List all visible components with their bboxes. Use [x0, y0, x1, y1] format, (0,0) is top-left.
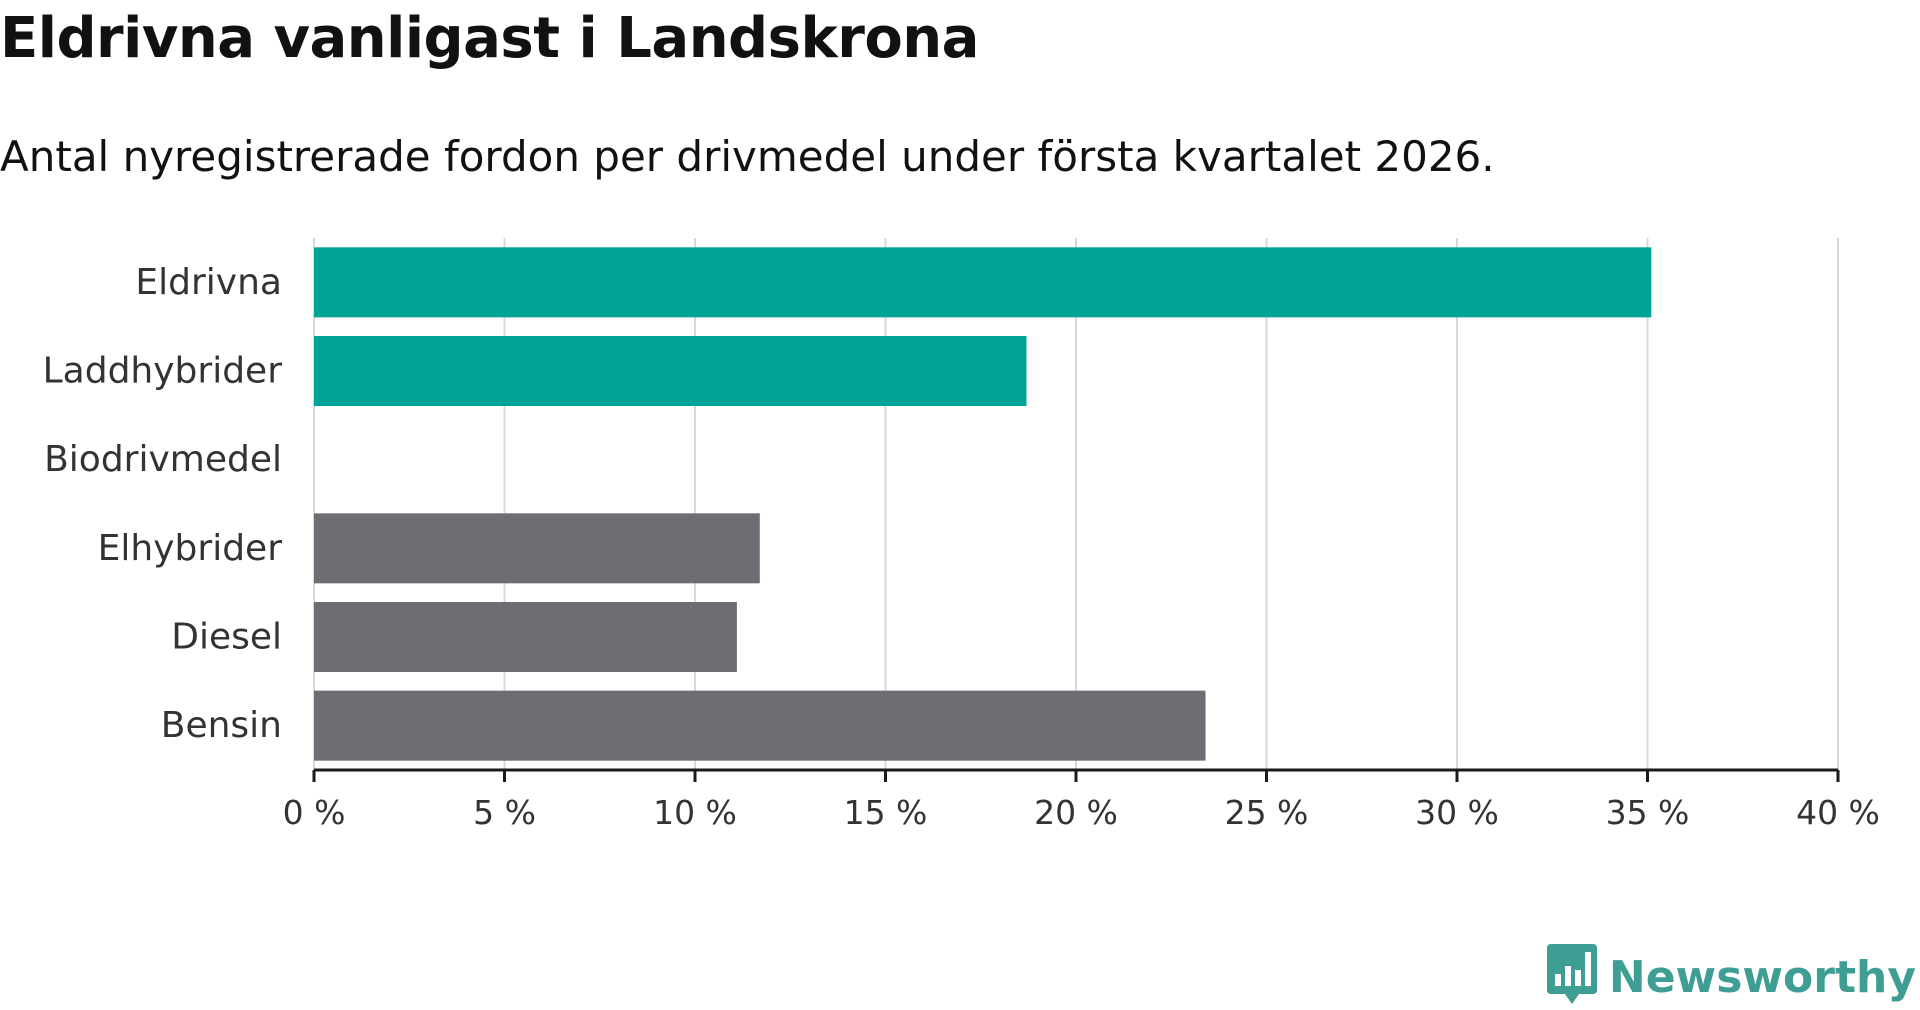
chart-title: Eldrivna vanligast i Landskrona	[0, 6, 979, 71]
bar-bensin	[314, 690, 1206, 761]
newsworthy-logo: Newsworthy	[1546, 944, 1916, 1010]
bar-chart: 0 % 5 % 10 % 15 % 20 % 25 % 30 % 35 % 40 % Eldri…	[43, 238, 1880, 832]
category-label: Biodrivmedel	[44, 439, 282, 480]
x-tick-label: 20 %	[1034, 793, 1118, 832]
x-tick-label: 10 %	[653, 793, 737, 832]
chart-subtitle: Antal nyregistrerade fordon per drivmede…	[0, 132, 1495, 181]
category-label: Bensin	[161, 705, 282, 746]
bars	[314, 247, 1652, 761]
bar-eldrivna	[314, 247, 1652, 318]
x-tick-label: 5 %	[473, 793, 536, 832]
x-tick-label: 35 %	[1606, 793, 1690, 832]
x-axis: 0 % 5 % 10 % 15 % 20 % 25 % 30 % 35 % 40 %	[283, 768, 1880, 832]
x-tick-label: 30 %	[1415, 793, 1499, 832]
x-tick-label: 25 %	[1225, 793, 1309, 832]
category-label: Laddhybrider	[43, 351, 283, 392]
x-tick-label: 0 %	[283, 793, 346, 832]
bar-diesel	[314, 602, 737, 672]
category-label: Eldrivna	[135, 262, 282, 303]
newsworthy-logo-icon	[1546, 944, 1597, 1010]
x-tick-label: 40 %	[1796, 793, 1880, 832]
newsworthy-logo-text: Newsworthy	[1608, 951, 1916, 1003]
x-tick-label: 15 %	[844, 793, 928, 832]
bar-laddhybrider	[314, 336, 1027, 406]
bar-elhybrider	[314, 513, 760, 584]
category-labels: Eldrivna Laddhybrider Biodrivmedel Elhybrid…	[43, 262, 283, 746]
category-label: Diesel	[171, 617, 282, 658]
gridlines	[313, 238, 1839, 770]
category-label: Elhybrider	[98, 528, 283, 569]
